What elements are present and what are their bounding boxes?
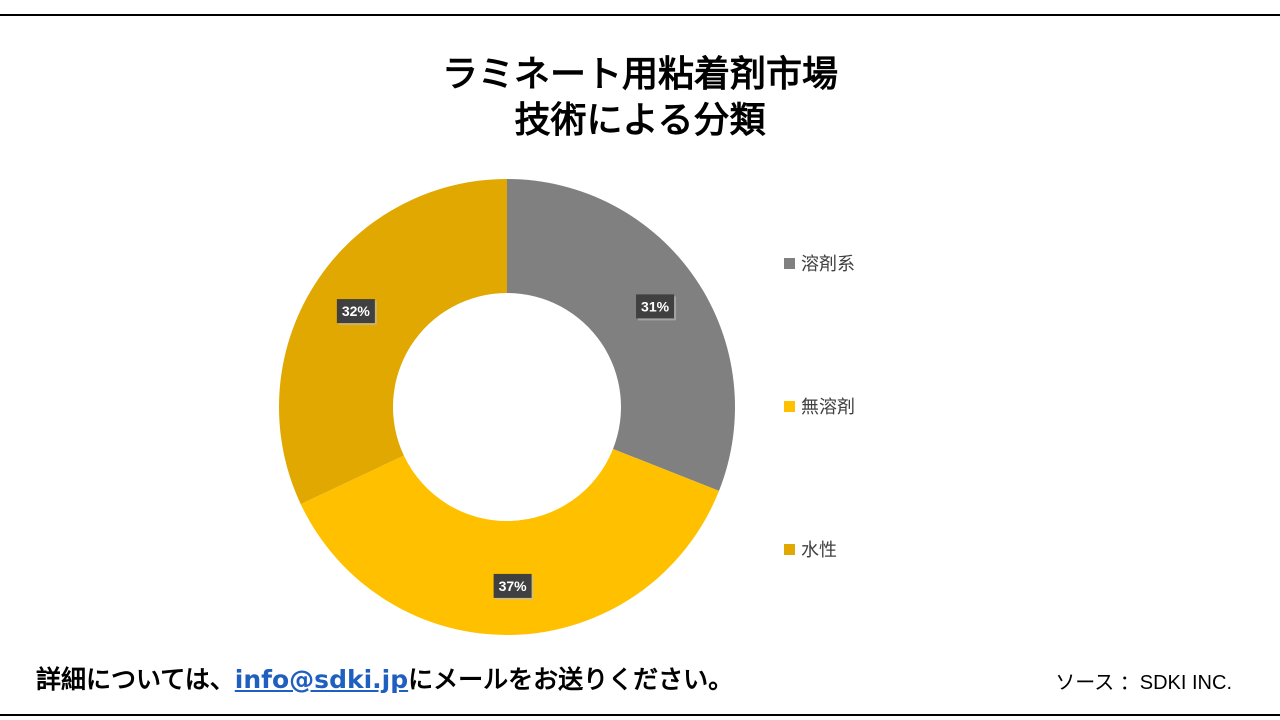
contact-prefix: 詳細については、	[36, 665, 235, 694]
legend-label-solvent: 溶剤系	[801, 254, 855, 275]
top-rule	[0, 14, 1280, 16]
chart-title-line-2: 技術による分類	[514, 100, 766, 141]
source-credit: ソース ：SDKI INC.	[1055, 672, 1232, 694]
legend-label-water-based: 水性	[801, 540, 837, 561]
data-label-solventless: 37%	[493, 573, 534, 600]
bottom-rule	[0, 714, 1280, 716]
data-label-box-solvent	[636, 294, 675, 319]
contact-email-link[interactable]: info@sdki.jp	[234, 665, 409, 694]
legend-item-solventless: 無溶剤	[784, 393, 855, 419]
contact-suffix: にメールをお送りください。	[408, 665, 734, 694]
legend-swatch-solventless	[784, 400, 795, 412]
donut-slice-solvent	[507, 179, 735, 491]
legend-label-solventless: 無溶剤	[801, 397, 855, 418]
donut-slice-solventless	[300, 448, 719, 635]
data-label-solvent: 31%	[636, 294, 677, 321]
contact-note: 詳細については、info@sdki.jpにメールをお送りください。	[36, 660, 733, 696]
legend-item-solvent: 溶剤系	[784, 250, 855, 276]
data-label-box-water-based	[336, 299, 375, 324]
donut-slice-water-based	[279, 179, 507, 505]
data-label-text-water-based: 32%	[342, 303, 371, 319]
chart-title: ラミネート用粘着剤市場 技術による分類	[0, 52, 1280, 144]
legend-swatch-solvent	[784, 257, 795, 269]
chart-title-line-1: ラミネート用粘着剤市場	[441, 54, 838, 95]
data-label-water-based: 32%	[336, 299, 377, 326]
legend-swatch-water-based	[784, 543, 795, 555]
data-label-text-solventless: 37%	[499, 578, 528, 594]
data-label-box-solventless	[493, 573, 532, 598]
legend-item-water-based: 水性	[784, 536, 837, 562]
data-label-text-solvent: 31%	[641, 298, 670, 314]
